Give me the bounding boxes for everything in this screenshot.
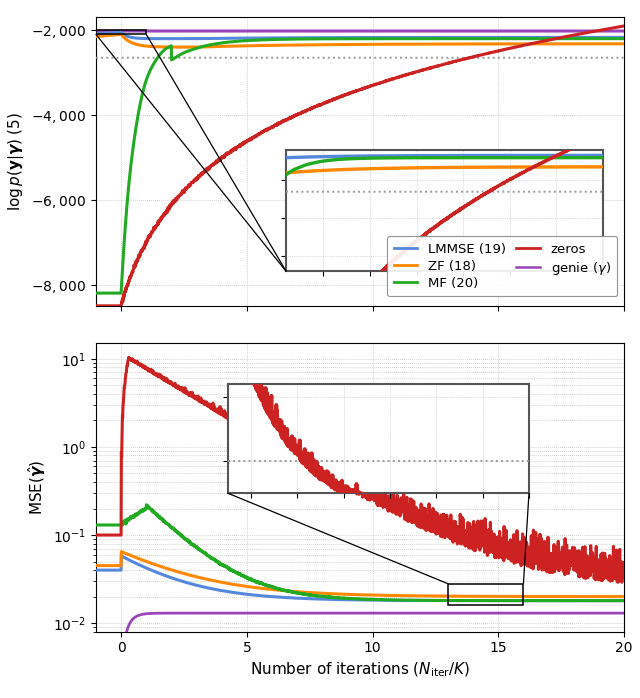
Legend: LMMSE (19), ZF (18), MF (20), zeros, genie ($\gamma$): LMMSE (19), ZF (18), MF (20), zeros, gen… (387, 236, 618, 297)
Y-axis label: $\log p(\mathbf{y}|\boldsymbol{\gamma})\;(5)$: $\log p(\mathbf{y}|\boldsymbol{\gamma})\… (6, 112, 26, 211)
Bar (96, 30, 147, 34)
Bar (448, 584, 524, 605)
Y-axis label: $\mathrm{MSE}(\hat{\boldsymbol{\gamma}})$: $\mathrm{MSE}(\hat{\boldsymbol{\gamma}})… (26, 460, 47, 515)
X-axis label: Number of iterations $(N_{\mathrm{iter}}/K)$: Number of iterations $(N_{\mathrm{iter}}… (250, 661, 470, 679)
